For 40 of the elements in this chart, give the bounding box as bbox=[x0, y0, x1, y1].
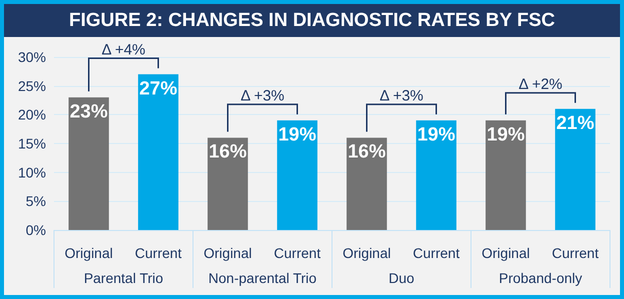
data-label: 19% bbox=[417, 124, 456, 146]
data-label: 21% bbox=[556, 112, 594, 134]
x-tick-label: Original bbox=[204, 245, 252, 261]
bar bbox=[208, 138, 248, 230]
y-tick-label: 30% bbox=[18, 49, 46, 65]
y-tick-label: 20% bbox=[18, 106, 46, 123]
x-tick-label: Original bbox=[342, 245, 391, 261]
y-tick-label: 25% bbox=[18, 78, 46, 94]
text: Parental Trio bbox=[84, 270, 164, 286]
annotation: Δ +4% bbox=[102, 41, 146, 58]
x-tick-label: Current bbox=[134, 245, 182, 261]
data-label: 23% bbox=[70, 101, 108, 122]
y-tick-label: 0% bbox=[26, 222, 46, 238]
annotation: Δ +3% bbox=[240, 87, 284, 104]
data-label: 16% bbox=[348, 142, 386, 163]
data-label: 16% bbox=[208, 142, 247, 163]
bar bbox=[277, 120, 318, 230]
annotation: Δ +2% bbox=[518, 76, 562, 93]
x-tick-label: Current bbox=[274, 245, 321, 261]
x-tick-label: Original bbox=[482, 245, 530, 261]
annotation: Δ +3% bbox=[380, 87, 424, 104]
text: Non-parental Trio bbox=[208, 270, 317, 286]
y-tick-label: 5% bbox=[26, 193, 46, 210]
data-label: 19% bbox=[278, 124, 316, 146]
bar bbox=[416, 120, 456, 230]
x-tick-label: Current bbox=[552, 245, 599, 261]
bar bbox=[346, 138, 387, 230]
data-label: 27% bbox=[139, 78, 178, 100]
text: Duo bbox=[388, 270, 415, 286]
bar bbox=[68, 97, 109, 230]
y-tick-label: 15% bbox=[18, 136, 46, 152]
data-label: 19% bbox=[486, 124, 525, 146]
bar bbox=[555, 108, 596, 230]
x-tick-label: Current bbox=[412, 245, 460, 261]
chart-title: FIGURE 2: CHANGES IN DIAGNOSTIC RATES BY FSC bbox=[4, 4, 620, 37]
bar bbox=[486, 120, 526, 230]
text: Proband-only bbox=[498, 270, 582, 286]
bar bbox=[138, 74, 178, 230]
y-tick-label: 10% bbox=[18, 164, 46, 180]
x-tick-label: Original bbox=[64, 245, 113, 261]
